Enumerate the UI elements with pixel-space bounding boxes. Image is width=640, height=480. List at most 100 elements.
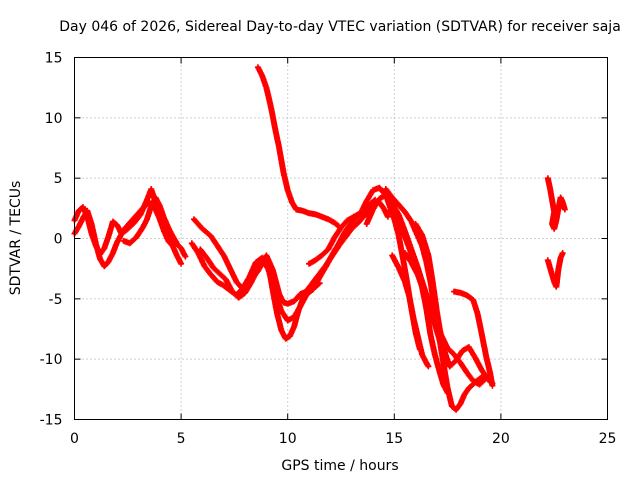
data-point (171, 244, 175, 248)
data-point (365, 222, 369, 226)
data-point (200, 227, 204, 231)
data-point (397, 212, 401, 216)
data-point (107, 259, 111, 263)
data-point (237, 296, 241, 300)
data-point (224, 278, 228, 282)
data-point (235, 280, 239, 284)
data-point (350, 227, 354, 231)
data-point (273, 125, 277, 129)
data-point (409, 261, 413, 265)
data-point (134, 214, 138, 218)
data-point (260, 74, 264, 78)
chart-title: Day 046 of 2026, Sidereal Day-to-day VTE… (59, 19, 621, 35)
data-point (386, 215, 390, 219)
data-point (269, 104, 273, 108)
data-point (467, 345, 471, 349)
data-point (256, 267, 260, 271)
data-point (371, 188, 375, 192)
data-point (333, 221, 337, 225)
data-point (458, 402, 462, 406)
data-point (458, 291, 462, 295)
data-point (433, 352, 437, 356)
data-point (271, 288, 275, 292)
data-point (554, 218, 558, 222)
data-point (467, 386, 471, 390)
data-point (290, 200, 294, 204)
data-point (275, 311, 279, 315)
data-point (452, 352, 456, 356)
data-point (307, 262, 311, 266)
data-point (401, 229, 405, 233)
series-markers (254, 64, 342, 230)
data-point (98, 257, 102, 261)
data-point (217, 271, 221, 275)
data-point (480, 368, 484, 372)
data-point (122, 239, 126, 243)
data-point (550, 222, 554, 226)
data-point (111, 220, 115, 224)
series-track-g (254, 64, 342, 230)
data-point (420, 352, 424, 356)
data-point (411, 316, 415, 320)
data-point (222, 253, 226, 257)
data-point (465, 293, 469, 297)
data-point (343, 235, 347, 239)
data-point (281, 170, 285, 174)
series-track-q (544, 175, 568, 232)
y-tick-label: 15 (45, 51, 63, 67)
data-point (490, 384, 494, 388)
data-point (298, 292, 302, 296)
data-point (286, 319, 290, 323)
data-point (409, 220, 413, 224)
data-point (552, 227, 556, 231)
data-point (441, 383, 445, 387)
x-tick-label: 10 (279, 431, 297, 447)
data-point (546, 176, 550, 180)
data-point (171, 234, 175, 238)
data-point (122, 228, 126, 232)
data-point (397, 233, 401, 237)
data-point (414, 229, 418, 233)
data-point (102, 246, 106, 250)
data-point (264, 253, 268, 257)
data-point (407, 246, 411, 250)
data-point (254, 261, 258, 265)
data-point (145, 217, 149, 221)
data-point (318, 271, 322, 275)
data-point (311, 280, 315, 284)
data-point (384, 187, 388, 191)
data-point (397, 265, 401, 269)
data-point (277, 146, 281, 150)
data-point (448, 364, 452, 368)
data-point (128, 221, 132, 225)
data-point (439, 335, 443, 339)
data-point (377, 186, 381, 190)
data-point (94, 241, 98, 245)
data-point (416, 273, 420, 277)
data-point (305, 288, 309, 292)
data-point (429, 333, 433, 337)
data-point (296, 309, 300, 313)
data-point (288, 334, 292, 338)
data-point (556, 206, 560, 210)
data-point (424, 361, 428, 365)
y-tick-label: -5 (49, 292, 63, 308)
data-point (471, 298, 475, 302)
y-tick-label: 0 (54, 232, 63, 248)
data-point (301, 209, 305, 213)
data-point (390, 202, 394, 206)
data-point (228, 267, 232, 271)
data-point (154, 195, 158, 199)
data-point (390, 195, 394, 199)
data-point (107, 234, 111, 238)
data-point (160, 222, 164, 226)
series-markers (451, 288, 496, 389)
y-tick-label: 5 (54, 171, 63, 187)
data-point (77, 224, 81, 228)
x-tick-label: 5 (177, 431, 186, 447)
data-point (215, 280, 219, 284)
y-tick-label: -15 (40, 413, 63, 429)
data-point (365, 199, 369, 203)
data-point (203, 264, 207, 268)
data-point (420, 233, 424, 237)
